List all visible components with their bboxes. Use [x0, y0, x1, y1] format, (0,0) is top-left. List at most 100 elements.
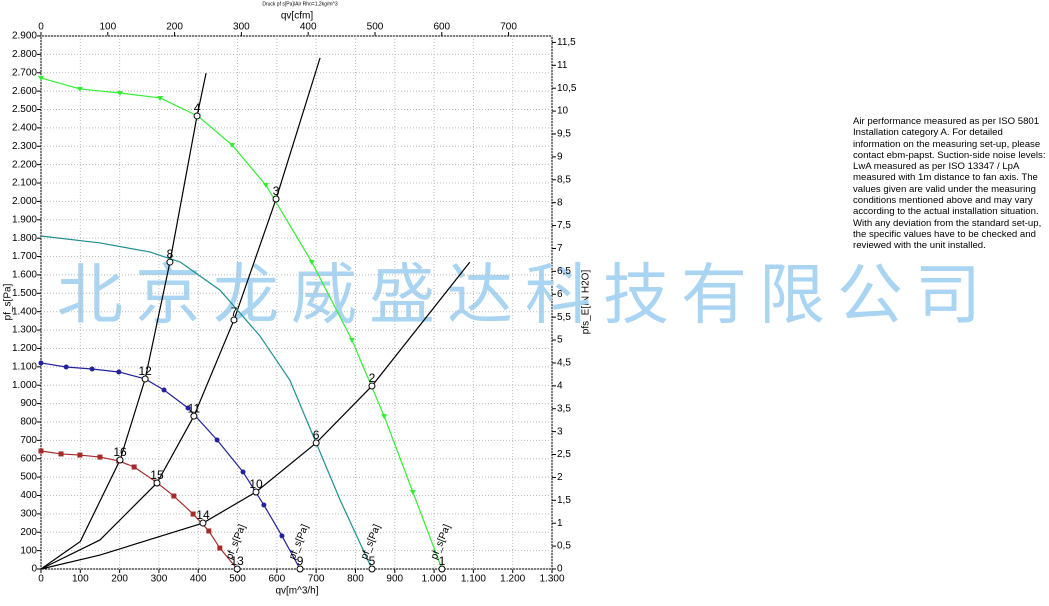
marker — [38, 448, 44, 454]
operating-point-label: 16 — [113, 445, 127, 459]
y2-tick-label: 10 — [557, 106, 569, 117]
marker — [131, 464, 137, 470]
marker — [117, 90, 124, 96]
x2-tick-label: 500 — [367, 22, 384, 33]
operating-point — [230, 316, 238, 324]
operating-point — [312, 439, 320, 447]
y2-tick-label: 4,5 — [557, 358, 571, 369]
operating-point-label: 4 — [194, 101, 201, 115]
y-tick-label: 2.000 — [12, 196, 37, 207]
y2-tick-label: 2 — [557, 472, 563, 483]
y2-tick-label: 11,5 — [557, 37, 576, 48]
x-tick-label: 1.300 — [539, 574, 564, 585]
x-axis-title: qv[m^3/h] — [275, 586, 318, 597]
y-tick-label: 200 — [20, 527, 37, 538]
operating-point — [368, 382, 376, 390]
x-tick-label: 200 — [111, 574, 128, 585]
y-tick-label: 2.300 — [12, 141, 37, 152]
y2-tick-label: 0,5 — [557, 541, 571, 552]
y-tick-label: 300 — [20, 509, 37, 520]
y-tick-label: 1.400 — [12, 306, 37, 317]
marker — [279, 533, 285, 539]
fan-curve — [40, 235, 373, 570]
x-tick-label: 1.000 — [422, 574, 447, 585]
operating-point-label: 11 — [188, 401, 201, 415]
operating-point-label: 1 — [439, 554, 446, 568]
operating-point — [141, 375, 149, 383]
y-tick-label: 1.100 — [12, 361, 37, 372]
x-tick-label: 500 — [229, 574, 246, 585]
marker — [157, 95, 164, 101]
y-tick-label: 2.400 — [12, 123, 37, 134]
y2-tick-label: 1 — [557, 518, 563, 529]
fan-curve — [40, 77, 443, 570]
operating-point — [153, 479, 161, 487]
y-tick-label: 1.700 — [12, 251, 37, 262]
operating-point — [166, 258, 174, 266]
y2-tick-label: 9,5 — [557, 129, 571, 140]
marker — [262, 183, 269, 189]
x-tick-label: 300 — [151, 574, 168, 585]
operating-point — [272, 195, 280, 203]
operating-point — [116, 456, 124, 464]
y2-tick-label: 8,5 — [557, 174, 571, 185]
operating-point — [199, 519, 207, 527]
operating-point — [368, 565, 376, 573]
operating-point-label: 10 — [249, 477, 263, 491]
y2-tick-label: 10,5 — [557, 83, 577, 94]
marker — [348, 337, 355, 343]
y2-tick-label: 0 — [557, 564, 563, 575]
marker — [214, 437, 220, 443]
operating-point-label: 6 — [313, 428, 320, 442]
x-tick-label: 800 — [347, 574, 364, 585]
marker — [190, 511, 196, 517]
y-tick-label: 2.900 — [12, 31, 37, 42]
operating-point-label: 12 — [138, 364, 152, 378]
operating-point — [296, 565, 304, 573]
marker — [409, 489, 416, 495]
y2-tick-label: 2,5 — [557, 449, 571, 460]
note: Air performance measured as per ISO 5801… — [853, 116, 1046, 252]
operating-point-label: 5 — [369, 554, 376, 568]
y2-tick-label: 7 — [557, 243, 563, 254]
operating-point — [252, 488, 260, 496]
y-tick-label: 600 — [20, 453, 37, 464]
chart-title: Druck pf s[Pa]/Air Rho=1,2kg/m^3 — [262, 1, 338, 7]
fan-curve — [40, 362, 301, 570]
y2-tick-label: 8 — [557, 197, 563, 208]
y-tick-label: 1.200 — [12, 343, 37, 354]
y-tick-label: 1.300 — [12, 325, 37, 336]
y-tick-label: 2.700 — [12, 67, 37, 78]
marker — [185, 405, 191, 411]
marker — [217, 545, 223, 551]
x2-tick-label: 700 — [500, 22, 517, 33]
y-tick-label: 1.800 — [12, 233, 37, 244]
fan-curve — [40, 450, 238, 570]
marker — [171, 493, 177, 499]
marker — [261, 502, 267, 508]
marker — [381, 414, 388, 420]
marker — [63, 364, 69, 370]
x-tick-label: 100 — [72, 574, 89, 585]
y2-tick-label: 4 — [557, 380, 563, 391]
y-tick-label: 2.200 — [12, 159, 37, 170]
y-tick-label: 0 — [31, 564, 37, 575]
operating-point-label: 13 — [230, 554, 244, 568]
operating-point-label: 15 — [150, 468, 164, 482]
operating-point — [190, 412, 198, 420]
x2-tick-label: 300 — [233, 22, 250, 33]
operating-point-label: 9 — [297, 554, 304, 568]
y-tick-label: 700 — [20, 435, 37, 446]
operating-point — [233, 565, 241, 573]
operating-point-label: 8 — [167, 247, 174, 261]
marker — [89, 366, 95, 372]
marker — [116, 369, 122, 375]
y2-tick-label: 7,5 — [557, 220, 571, 231]
operating-point — [438, 565, 446, 573]
y-tick-label: 1.900 — [12, 214, 37, 225]
x2-tick-label: 200 — [166, 22, 183, 33]
x-tick-label: 400 — [190, 574, 207, 585]
y-tick-label: 2.800 — [12, 49, 37, 60]
x-tick-label: 1.200 — [500, 574, 525, 585]
